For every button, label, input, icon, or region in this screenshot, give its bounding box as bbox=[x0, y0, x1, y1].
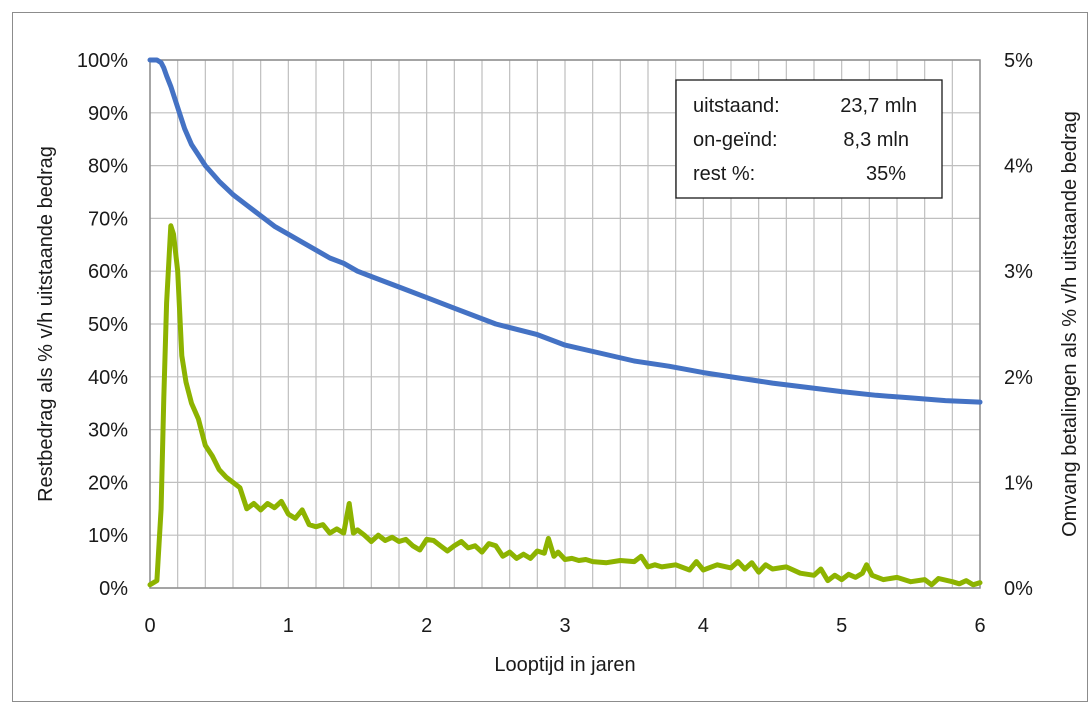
left-tick-label: 0% bbox=[99, 578, 128, 600]
right-tick-label: 4% bbox=[1004, 156, 1033, 178]
left-axis-ticks: 0% 10% 20% 30% 40% 50% 60% 70% 80% 90% 100% bbox=[77, 50, 128, 600]
right-tick-label: 3% bbox=[1004, 261, 1033, 283]
x-tick-label: 4 bbox=[698, 615, 709, 637]
right-tick-label: 1% bbox=[1004, 472, 1033, 494]
left-tick-label: 60% bbox=[88, 261, 128, 283]
right-tick-label: 2% bbox=[1004, 367, 1033, 389]
left-tick-label: 90% bbox=[88, 103, 128, 125]
series-lines bbox=[147, 57, 983, 588]
left-tick-label: 50% bbox=[88, 314, 128, 336]
info-label-uitstaand: uitstaand: bbox=[693, 95, 780, 117]
x-axis-ticks: 0 1 2 3 4 5 6 bbox=[144, 615, 985, 637]
left-axis-title: Restbedrag als % v/h uitstaande bedrag bbox=[35, 146, 57, 502]
info-value-rest: 35% bbox=[866, 163, 906, 185]
left-tick-label: 40% bbox=[88, 367, 128, 389]
line-chart: 0% 10% 20% 30% 40% 50% 60% 70% 80% 90% 100% 0% 1% 2%… bbox=[35, 50, 1081, 676]
plot-area-border bbox=[149, 59, 981, 589]
remaining-balance-series-line bbox=[147, 57, 983, 405]
x-tick-label: 5 bbox=[836, 615, 847, 637]
left-tick-label: 70% bbox=[88, 208, 128, 230]
info-label-ongeind: on-geïnd: bbox=[693, 129, 778, 151]
x-tick-label: 6 bbox=[974, 615, 985, 637]
x-axis-title: Looptijd in jaren bbox=[494, 654, 635, 676]
info-value-uitstaand: 23,7 mln bbox=[840, 95, 917, 117]
info-box: uitstaand: 23,7 mln on-geïnd: 8,3 mln re… bbox=[675, 79, 943, 199]
info-value-ongeind: 8,3 mln bbox=[843, 129, 909, 151]
payments-series-line bbox=[147, 223, 983, 588]
x-tick-label: 0 bbox=[144, 615, 155, 637]
right-tick-label: 0% bbox=[1004, 578, 1033, 600]
left-tick-label: 20% bbox=[88, 472, 128, 494]
x-tick-label: 3 bbox=[559, 615, 570, 637]
right-tick-label: 5% bbox=[1004, 50, 1033, 72]
left-tick-label: 10% bbox=[88, 525, 128, 547]
info-label-rest: rest %: bbox=[693, 163, 755, 185]
left-tick-label: 30% bbox=[88, 420, 128, 442]
x-tick-label: 2 bbox=[421, 615, 432, 637]
x-tick-label: 1 bbox=[283, 615, 294, 637]
left-tick-label: 80% bbox=[88, 156, 128, 178]
info-box-frame bbox=[675, 79, 943, 199]
right-axis-title: Omvang betalingen als % v/h uitstaande b… bbox=[1059, 111, 1081, 537]
left-tick-label: 100% bbox=[77, 50, 128, 72]
right-axis-ticks: 0% 1% 2% 3% 4% 5% bbox=[1004, 50, 1033, 600]
